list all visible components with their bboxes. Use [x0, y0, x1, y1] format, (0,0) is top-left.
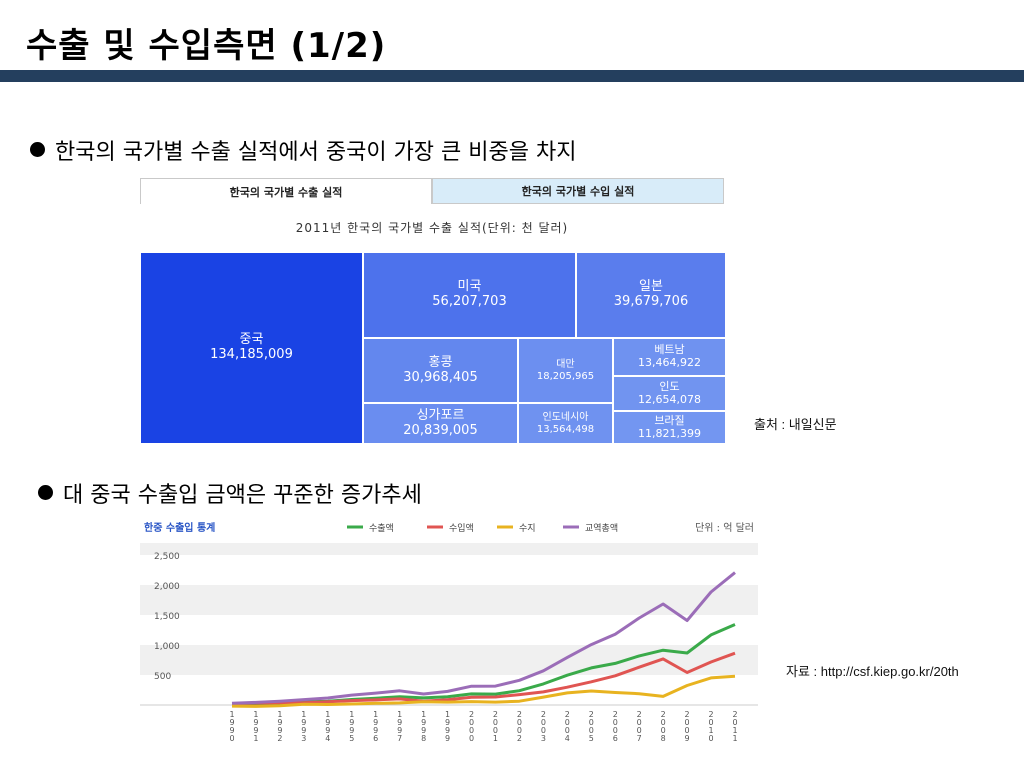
cell-country: 대만 — [556, 359, 575, 370]
series-line — [231, 571, 736, 705]
grid-band — [140, 615, 758, 645]
treemap-cell-hongkong: 홍콩 30,968,405 — [363, 338, 518, 403]
cell-country: 인도네시아 — [542, 412, 589, 423]
bullet-text: 한국의 국가별 수출 실적에서 중국이 가장 큰 비중을 차지 — [55, 140, 577, 165]
cell-value: 13,564,498 — [536, 423, 595, 435]
treemap-cell-usa: 미국 56,207,703 — [363, 252, 576, 338]
cell-country: 중국 — [239, 332, 264, 348]
cell-country: 인도 — [659, 379, 680, 393]
trade-line-chart: 한중 수출입 통계 단위 : 억 달러 수출액 수입액 수지 교역총액 500 1,00… — [140, 517, 758, 742]
treemap-cell-brazil: 브라질 11,821,399 — [613, 411, 726, 444]
bullet-dot-icon — [38, 485, 53, 500]
cell-country: 싱가포르 — [416, 407, 465, 423]
series-line — [231, 674, 736, 708]
treemap-cell-china: 중국 134,185,009 — [140, 252, 363, 444]
cell-country: 브라질 — [654, 413, 685, 427]
treemap-cell-taiwan: 대만 18,205,965 — [518, 338, 613, 403]
cell-value: 12,654,078 — [638, 392, 701, 406]
treemap-cell-vietnam: 베트남 13,464,922 — [613, 338, 726, 376]
cell-value: 30,968,405 — [403, 369, 478, 385]
y-tick-label: 2,500 — [154, 552, 180, 562]
source-note-chart: 자료 : http://csf.kiep.go.kr/20th — [786, 664, 959, 679]
y-axis-ticks: 500 1,000 1,500 2,000 2,500 — [154, 552, 180, 682]
legend-label: 수지 — [519, 523, 536, 534]
cell-value: 13,464,922 — [638, 356, 701, 369]
grid-band — [140, 645, 758, 675]
x-axis-ticks: 1 9 9 0 1 9 9 1 1 9 9 2 1 9 9 3 1 9 9 4 1 9 9 5 1 9 9 6 1 9 9 7 1 9 9 8 1 9 9 9… — [229, 710, 737, 742]
treemap-cell-singapore: 싱가포르 20,839,005 — [363, 403, 518, 444]
tab-export-performance[interactable]: 한국의 국가별 수출 실적 — [140, 178, 432, 204]
cell-country: 미국 — [457, 279, 482, 295]
chart-title: 한중 수출입 통계 — [144, 521, 215, 534]
bullet-dot-icon — [30, 142, 45, 157]
legend-label: 교역총액 — [585, 522, 618, 534]
y-tick-label: 1,000 — [154, 642, 180, 652]
y-tick-label: 2,000 — [154, 582, 180, 592]
chart-unit: 단위 : 억 달러 — [695, 521, 754, 534]
cell-country: 일본 — [639, 279, 663, 295]
cell-country: 홍콩 — [428, 354, 453, 370]
cell-country: 베트남 — [654, 343, 685, 357]
cell-value: 134,185,009 — [210, 347, 293, 362]
cell-value: 56,207,703 — [432, 294, 507, 309]
legend-label: 수출액 — [369, 522, 394, 534]
treemap-tabs: 한국의 국가별 수출 실적 한국의 국가별 수입 실적 — [140, 178, 724, 204]
treemap-title: 2011년 한국의 국가별 수출 실적(단위: 천 달러) — [295, 221, 569, 235]
treemap-cell-japan: 일본 39,679,706 — [576, 252, 726, 338]
grid-band — [140, 555, 758, 585]
y-tick-label: 1,500 — [154, 612, 180, 622]
bullet-export-share: 한국의 국가별 수출 실적에서 중국이 가장 큰 비중을 차지 — [30, 134, 576, 166]
y-tick-label: 500 — [154, 672, 171, 682]
chart-legend: 수출액 수입액 수지 교역총액 — [347, 522, 618, 534]
tab-import-performance[interactable]: 한국의 국가별 수입 실적 — [432, 178, 724, 204]
chart-grid-bands — [140, 543, 758, 706]
bullet-trade-trend: 대 중국 수출입 금액은 꾸준한 증가추세 — [38, 477, 422, 509]
source-note-treemap: 출처 : 내일신문 — [754, 417, 837, 432]
legend-label: 수입액 — [449, 522, 474, 534]
grid-band — [140, 585, 758, 615]
bullet-text: 대 중국 수출입 금액은 꾸준한 증가추세 — [63, 483, 422, 508]
cell-value: 20,839,005 — [403, 422, 478, 438]
slide-title: 수출 및 수입측면 (1/2) — [26, 26, 387, 66]
export-treemap: 중국 134,185,009 미국 56,207,703 일본 39,679,7… — [140, 252, 726, 444]
cell-value: 11,821,399 — [638, 426, 701, 440]
treemap-cell-india: 인도 12,654,078 — [613, 376, 726, 411]
treemap-cell-indonesia: 인도네시아 13,564,498 — [518, 403, 613, 444]
cell-value: 39,679,706 — [613, 294, 689, 309]
chart-series — [231, 571, 736, 708]
series-line — [231, 651, 736, 706]
grid-band — [140, 543, 758, 555]
title-underline-bar — [0, 70, 1024, 82]
cell-value: 18,205,965 — [536, 370, 595, 382]
